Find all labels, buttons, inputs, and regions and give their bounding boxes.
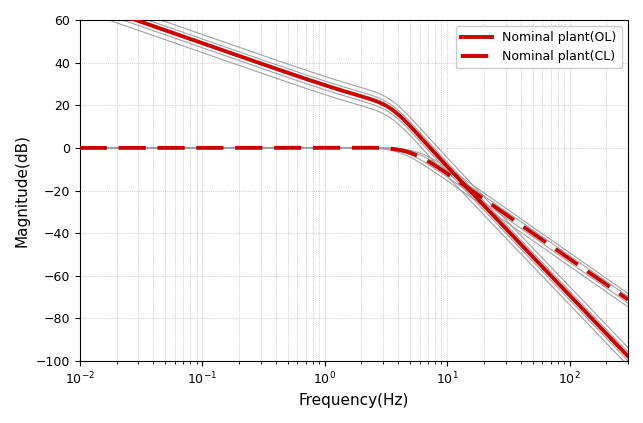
Y-axis label: Magnitude(dB): Magnitude(dB) (15, 134, 30, 247)
Nominal plant(OL) (171, 31, 179, 36)
Nominal plant(CL) (76, 146, 84, 151)
Nominal plant(CL) (310, 146, 318, 151)
Line: Nominal plant(CL): Nominal plant(CL) (80, 148, 628, 299)
Nominal plant(CL) (171, 146, 179, 151)
Nominal plant(CL) (554, 248, 562, 253)
Nominal plant(OL) (310, 79, 318, 84)
Nominal plant(CL) (613, 290, 621, 295)
Nominal plant(OL) (138, 20, 146, 25)
Nominal plant(OL) (286, 71, 294, 76)
X-axis label: Frequency(Hz): Frequency(Hz) (298, 393, 409, 408)
Nominal plant(OL) (554, 281, 562, 286)
Nominal plant(OL) (76, 0, 84, 3)
Nominal plant(OL) (613, 343, 621, 348)
Legend: Nominal plant(OL), Nominal plant(CL): Nominal plant(OL), Nominal plant(CL) (457, 26, 622, 69)
Nominal plant(CL) (286, 146, 294, 151)
Nominal plant(OL) (624, 354, 632, 359)
Nominal plant(CL) (138, 146, 146, 151)
Nominal plant(CL) (357, 145, 365, 150)
Nominal plant(CL) (624, 297, 632, 302)
Line: Nominal plant(OL): Nominal plant(OL) (80, 0, 628, 356)
